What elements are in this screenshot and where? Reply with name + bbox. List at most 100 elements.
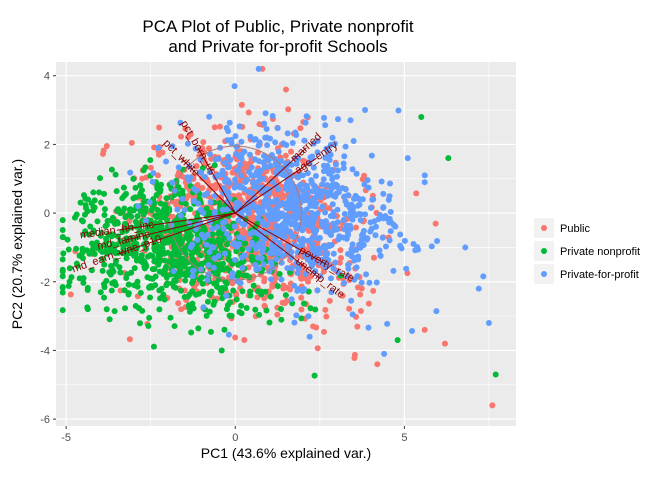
data-point [123,251,130,258]
data-point [357,291,364,298]
data-point [128,224,135,231]
data-point [175,252,182,259]
data-point [240,226,247,233]
data-point [203,205,210,212]
data-point [239,246,246,253]
data-point [321,114,328,121]
data-point [236,200,243,207]
legend-marker [541,271,547,277]
data-point [369,196,376,203]
data-point [337,255,344,262]
x-tick-label: 5 [401,432,407,444]
data-point [89,246,96,253]
data-point [101,190,108,197]
data-point [260,221,267,228]
data-point [367,228,374,235]
data-point [329,201,336,208]
data-point [299,187,306,194]
data-point [212,181,219,188]
data-point [256,121,263,128]
data-point [376,247,383,254]
data-point [347,225,354,232]
data-point [97,244,104,251]
data-point [199,145,206,152]
y-axis-title: PC2 (20.7% explained var.) [9,159,25,329]
data-point [231,240,238,247]
data-point [150,204,157,211]
data-point [231,223,238,230]
data-point [191,197,198,204]
data-point [187,206,194,213]
data-point [248,164,255,171]
data-point [271,208,278,215]
data-point [171,323,178,330]
data-point [301,275,308,282]
data-point [223,292,230,299]
data-point [142,235,149,242]
data-point [260,230,267,237]
data-point [339,292,346,299]
data-point [207,289,214,296]
data-point [120,184,127,191]
data-point [286,229,293,236]
data-point [365,300,372,307]
data-point [236,195,243,202]
data-point [386,237,393,244]
data-point [289,188,296,195]
data-point [139,307,146,314]
data-point [257,205,264,212]
data-point [196,195,203,202]
data-point [475,285,482,292]
data-point [241,221,248,228]
data-point [201,173,208,180]
data-point [67,291,74,298]
data-point [137,182,144,189]
data-point [335,116,342,123]
data-point [216,123,223,130]
data-point [261,164,268,171]
data-point [189,300,196,307]
data-point [203,241,210,248]
data-point [207,199,214,206]
data-point [332,224,339,231]
data-point [349,166,356,173]
data-point [272,245,279,252]
data-point [204,276,211,283]
data-point [287,219,294,226]
data-point [84,306,91,313]
data-point [59,307,66,314]
data-point [204,190,211,197]
data-point [267,135,274,142]
data-point [326,205,333,212]
data-point [441,340,448,347]
data-point [421,179,428,186]
data-point [318,188,325,195]
data-point [200,304,207,311]
data-point [309,197,316,204]
data-point [112,171,119,178]
x-tick-label: 0 [232,432,238,444]
x-axis-ticks: -5 0 5 [61,426,407,444]
data-point [158,214,165,221]
data-point [228,140,235,147]
data-point [299,194,306,201]
data-point [199,280,206,287]
data-point [135,203,142,210]
data-point [223,125,230,132]
data-point [204,298,211,305]
data-point [248,239,255,246]
data-point [100,280,107,287]
data-point [268,260,275,267]
data-point [300,300,307,307]
data-point [299,227,306,234]
data-point [170,262,177,269]
data-point [252,261,259,268]
data-point [130,175,137,182]
data-point [254,220,261,227]
data-point [236,234,243,241]
data-point [308,209,315,216]
data-point [142,217,149,224]
data-point [489,402,496,409]
data-point [152,244,159,251]
data-point [144,274,151,281]
